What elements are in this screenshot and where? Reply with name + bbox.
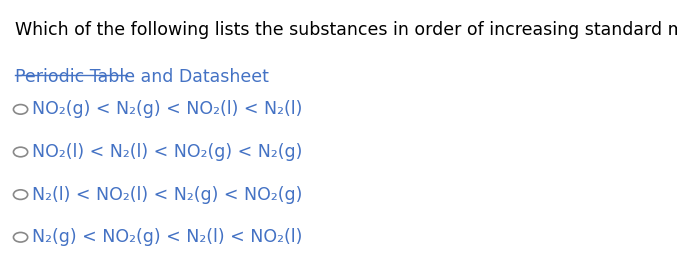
Text: NO₂(g) < N₂(g) < NO₂(l) < N₂(l): NO₂(g) < N₂(g) < NO₂(l) < N₂(l) bbox=[32, 100, 303, 118]
Text: Which of the following lists the substances in order of increasing standard mola: Which of the following lists the substan… bbox=[15, 21, 677, 39]
Text: N₂(l) < NO₂(l) < N₂(g) < NO₂(g): N₂(l) < NO₂(l) < N₂(g) < NO₂(g) bbox=[32, 186, 303, 204]
Text: N₂(g) < NO₂(g) < N₂(l) < NO₂(l): N₂(g) < NO₂(g) < N₂(l) < NO₂(l) bbox=[32, 228, 303, 246]
Text: Periodic Table and Datasheet: Periodic Table and Datasheet bbox=[15, 68, 269, 86]
Text: NO₂(l) < N₂(l) < NO₂(g) < N₂(g): NO₂(l) < N₂(l) < NO₂(g) < N₂(g) bbox=[32, 143, 303, 161]
